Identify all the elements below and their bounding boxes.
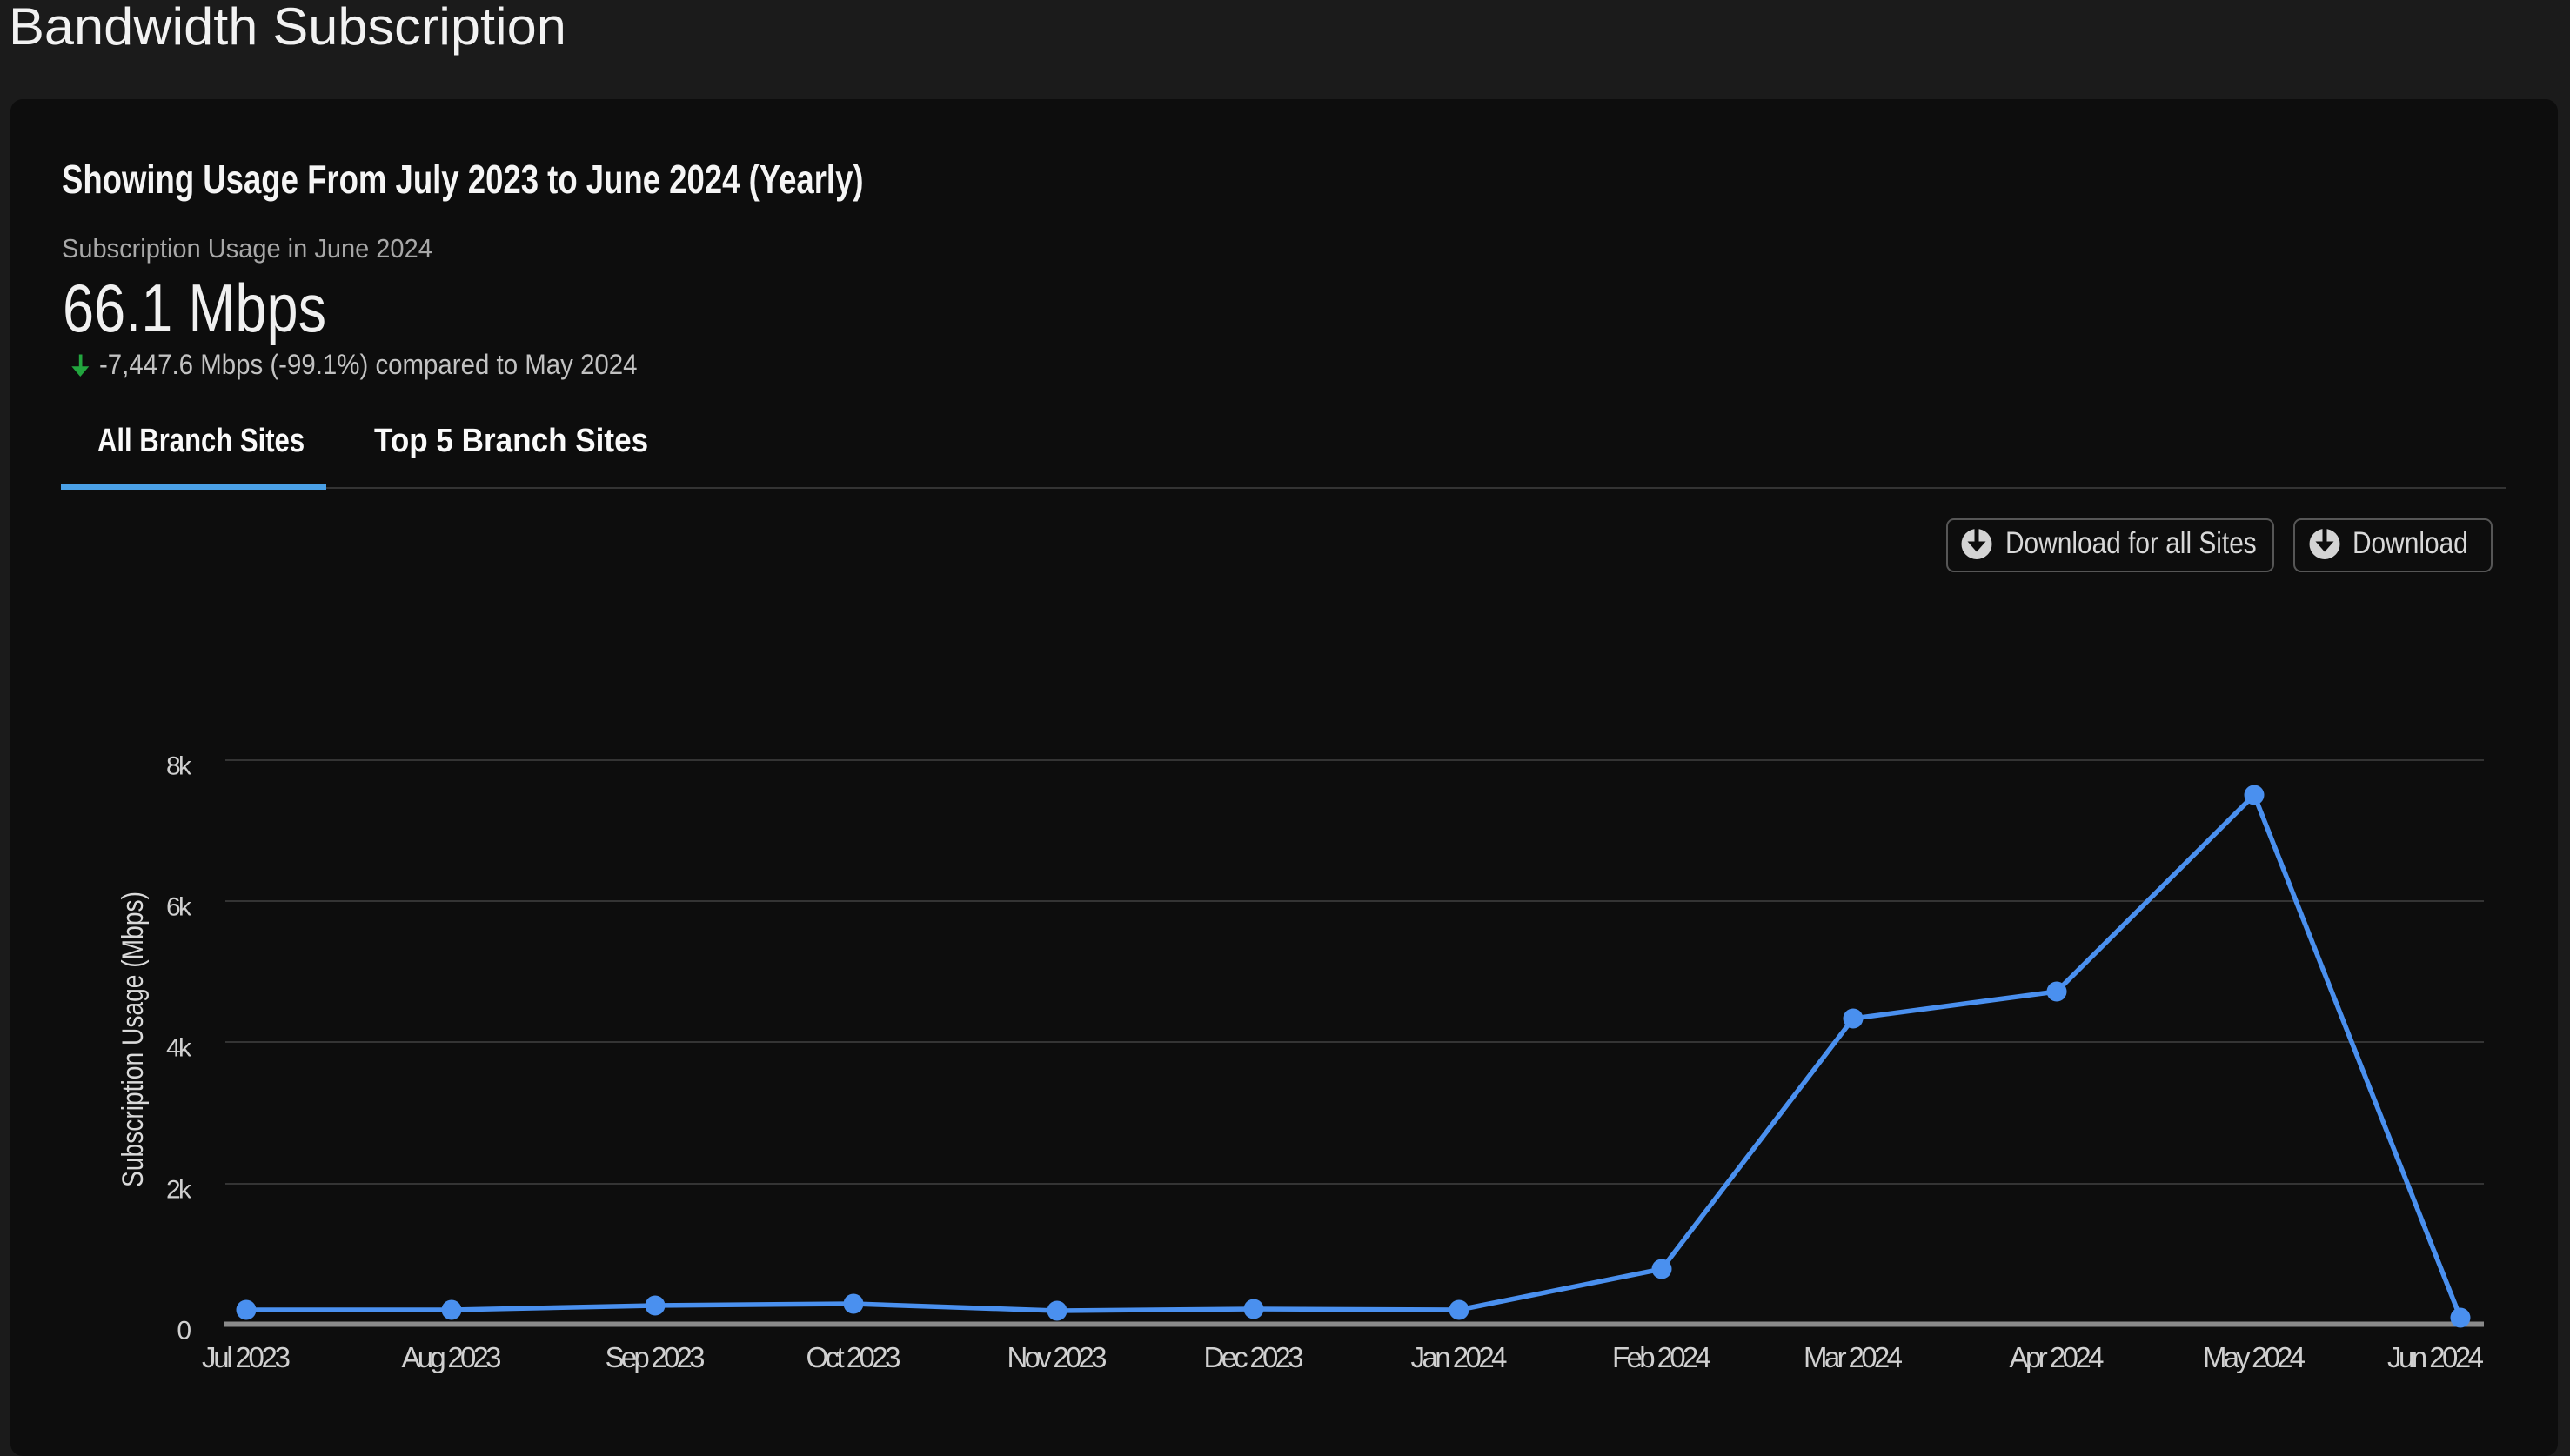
svg-text:Dec 2023: Dec 2023 (1204, 1341, 1304, 1373)
svg-text:Jun 2024: Jun 2024 (2387, 1341, 2484, 1373)
svg-text:2k: 2k (166, 1176, 192, 1205)
svg-text:0: 0 (177, 1317, 191, 1346)
svg-text:May 2024: May 2024 (2203, 1341, 2306, 1373)
svg-text:Apr 2024: Apr 2024 (2010, 1341, 2105, 1373)
svg-text:Mar 2024: Mar 2024 (1804, 1341, 1903, 1373)
svg-text:Sep 2023: Sep 2023 (606, 1341, 706, 1373)
svg-text:8k: 8k (166, 752, 192, 781)
svg-text:Feb 2024: Feb 2024 (1612, 1341, 1711, 1373)
svg-text:Jan 2024: Jan 2024 (1411, 1341, 1508, 1373)
svg-text:Subscription Usage (Mbps): Subscription Usage (Mbps) (117, 892, 150, 1187)
svg-text:Jul 2023: Jul 2023 (202, 1341, 291, 1373)
svg-text:4k: 4k (166, 1034, 192, 1063)
svg-text:Nov 2023: Nov 2023 (1007, 1341, 1108, 1373)
svg-text:Oct 2023: Oct 2023 (806, 1341, 901, 1373)
svg-text:Aug 2023: Aug 2023 (402, 1341, 502, 1373)
svg-text:6k: 6k (166, 893, 192, 922)
